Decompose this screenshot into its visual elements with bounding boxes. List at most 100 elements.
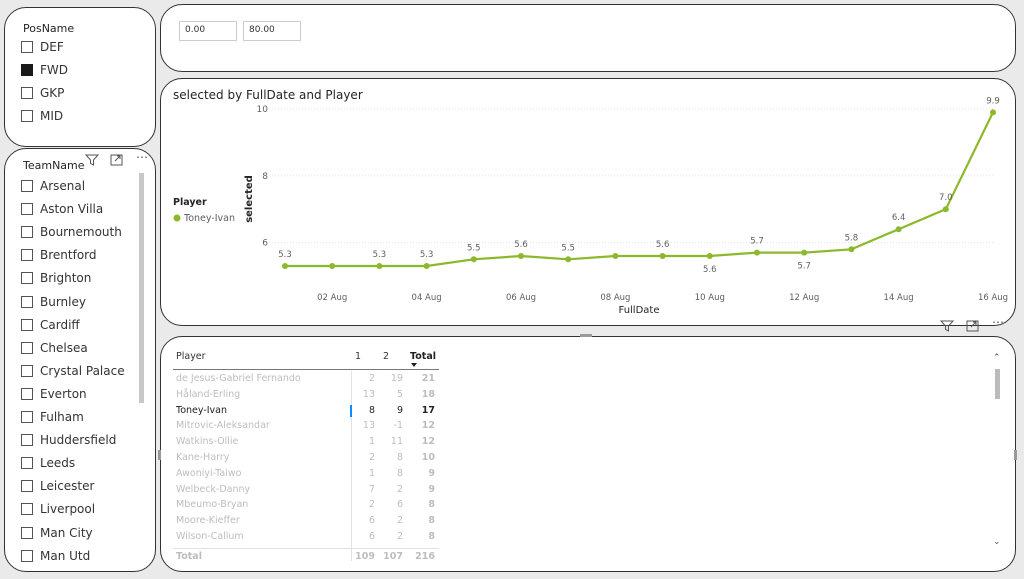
row-col-2[interactable]: 2 xyxy=(396,531,403,542)
row-total[interactable]: 18 xyxy=(421,388,435,400)
more-options-icon[interactable]: ⋯ xyxy=(136,150,148,164)
team-option[interactable]: Brentford xyxy=(21,246,97,264)
pos-option[interactable]: GKP xyxy=(21,84,64,102)
row-player[interactable]: de Jesus-Gabriel Fernando xyxy=(176,373,301,384)
checkbox[interactable] xyxy=(21,64,33,76)
row-player[interactable]: Håland-Erling xyxy=(176,388,241,400)
checkbox[interactable] xyxy=(21,110,33,122)
visual-more-icon[interactable]: ⋯ xyxy=(992,315,1004,329)
row-col-1[interactable]: 1 xyxy=(368,436,375,448)
row-col-2[interactable]: 19 xyxy=(390,373,403,384)
row-player[interactable]: Moore-Kieffer xyxy=(176,515,240,527)
team-option[interactable]: Bournemouth xyxy=(21,223,122,241)
visual-focus-icon[interactable] xyxy=(966,320,979,334)
focus-mode-icon[interactable] xyxy=(110,154,123,168)
scroll-down-icon[interactable]: ⌄ xyxy=(993,537,1001,547)
row-total[interactable]: 21 xyxy=(421,373,435,384)
resize-handle-right[interactable] xyxy=(1014,450,1017,460)
team-option[interactable]: Huddersfield xyxy=(21,431,116,449)
pos-option[interactable]: FWD xyxy=(21,61,68,79)
checkbox[interactable] xyxy=(21,341,33,354)
row-col-1[interactable]: 1 xyxy=(368,467,375,479)
resize-handle-left[interactable] xyxy=(158,450,161,460)
checkbox[interactable] xyxy=(21,434,33,447)
row-total[interactable]: 8 xyxy=(428,499,435,511)
row-col-1[interactable]: 7 xyxy=(368,483,375,495)
matrix-scrollbar[interactable] xyxy=(995,369,1000,399)
checkbox[interactable] xyxy=(21,226,33,239)
checkbox[interactable] xyxy=(21,364,33,377)
row-player[interactable]: Watkins-Ollie xyxy=(176,436,239,448)
row-player[interactable]: Welbeck-Danny xyxy=(176,483,251,495)
team-option[interactable]: Everton xyxy=(21,385,87,403)
row-col-1[interactable]: 8 xyxy=(368,404,375,416)
row-col-1[interactable]: 2 xyxy=(368,373,375,384)
team-option[interactable]: Leeds xyxy=(21,454,75,472)
resize-handle-top[interactable] xyxy=(580,334,592,337)
pos-option[interactable]: DEF xyxy=(21,38,64,56)
row-player[interactable]: Mitrovic-Aleksandar xyxy=(176,420,270,432)
team-option[interactable]: Liverpool xyxy=(21,500,95,518)
row-player[interactable]: Kane-Harry xyxy=(176,452,230,463)
team-option[interactable]: Chelsea xyxy=(21,339,88,357)
filter-icon[interactable] xyxy=(84,154,100,168)
row-col-1[interactable]: 6 xyxy=(368,531,375,542)
pos-option[interactable]: MID xyxy=(21,107,63,125)
checkbox[interactable] xyxy=(21,203,33,216)
team-option[interactable]: Man City xyxy=(21,524,93,542)
row-col-2[interactable]: 2 xyxy=(396,483,403,495)
row-player[interactable]: Wilson-Callum xyxy=(176,531,244,542)
row-total[interactable]: 8 xyxy=(428,515,435,527)
checkbox[interactable] xyxy=(21,180,33,192)
team-option[interactable]: Fulham xyxy=(21,408,84,426)
checkbox[interactable] xyxy=(21,480,33,493)
team-option[interactable]: Cardiff xyxy=(21,316,80,334)
row-col-1[interactable]: 13 xyxy=(362,388,375,400)
row-col-1[interactable]: 2 xyxy=(368,452,375,463)
checkbox[interactable] xyxy=(21,41,33,53)
header-col-2[interactable]: 2 xyxy=(382,351,389,362)
checkbox[interactable] xyxy=(21,249,33,262)
row-col-2[interactable]: 8 xyxy=(396,452,403,463)
row-player[interactable]: Toney-Ivan xyxy=(176,404,228,416)
checkbox[interactable] xyxy=(21,549,33,562)
team-option[interactable]: Leicester xyxy=(21,477,94,495)
team-option[interactable]: Man Utd xyxy=(21,547,90,565)
team-option[interactable]: Aston Villa xyxy=(21,200,103,218)
checkbox[interactable] xyxy=(21,87,33,99)
row-col-1[interactable]: 2 xyxy=(368,499,375,511)
row-col-2[interactable]: 9 xyxy=(396,404,403,416)
team-option[interactable]: Arsenal xyxy=(21,177,85,195)
row-col-1[interactable]: 13 xyxy=(362,420,375,432)
visual-filter-icon[interactable] xyxy=(939,320,955,334)
team-option[interactable]: Burnley xyxy=(21,293,86,311)
row-col-2[interactable]: 11 xyxy=(390,436,403,448)
row-col-2[interactable]: 2 xyxy=(396,515,403,527)
range-min-input[interactable]: 0.00 xyxy=(179,21,237,41)
header-player[interactable]: Player xyxy=(176,351,206,362)
row-total[interactable]: 8 xyxy=(428,531,435,542)
checkbox[interactable] xyxy=(21,318,33,331)
team-option[interactable]: Brighton xyxy=(21,269,91,287)
checkbox[interactable] xyxy=(21,411,33,423)
row-col-1[interactable]: 6 xyxy=(368,515,375,527)
team-option[interactable]: Crystal Palace xyxy=(21,362,125,380)
checkbox[interactable] xyxy=(21,457,33,470)
row-col-2[interactable]: 8 xyxy=(396,467,403,479)
checkbox[interactable] xyxy=(21,295,33,308)
row-total[interactable]: 12 xyxy=(421,420,435,432)
row-total[interactable]: 9 xyxy=(428,467,435,479)
row-player[interactable]: Awoniyi-Taiwo xyxy=(176,467,242,479)
row-total[interactable]: 12 xyxy=(421,436,435,448)
team-scrollbar[interactable] xyxy=(139,173,144,403)
row-total[interactable]: 9 xyxy=(428,483,435,495)
checkbox[interactable] xyxy=(21,503,33,516)
row-col-2[interactable]: 5 xyxy=(396,388,403,400)
checkbox[interactable] xyxy=(21,387,33,400)
row-total[interactable]: 10 xyxy=(421,452,435,463)
range-max-input[interactable]: 80.00 xyxy=(243,21,301,41)
checkbox[interactable] xyxy=(21,526,33,539)
scroll-up-icon[interactable]: ⌃ xyxy=(993,353,1001,363)
row-col-2[interactable]: -1 xyxy=(393,420,403,432)
row-total[interactable]: 17 xyxy=(421,404,435,416)
